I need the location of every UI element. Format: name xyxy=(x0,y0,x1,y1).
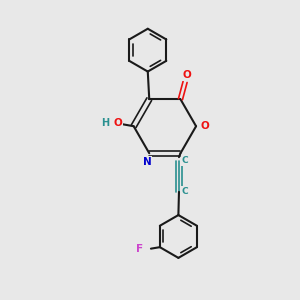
Text: O: O xyxy=(113,118,122,128)
Text: O: O xyxy=(182,70,191,80)
Text: C: C xyxy=(181,187,188,196)
Text: O: O xyxy=(201,121,209,131)
Text: F: F xyxy=(136,244,143,254)
Text: C: C xyxy=(181,156,188,165)
Text: H: H xyxy=(101,118,109,128)
Text: N: N xyxy=(143,157,152,166)
